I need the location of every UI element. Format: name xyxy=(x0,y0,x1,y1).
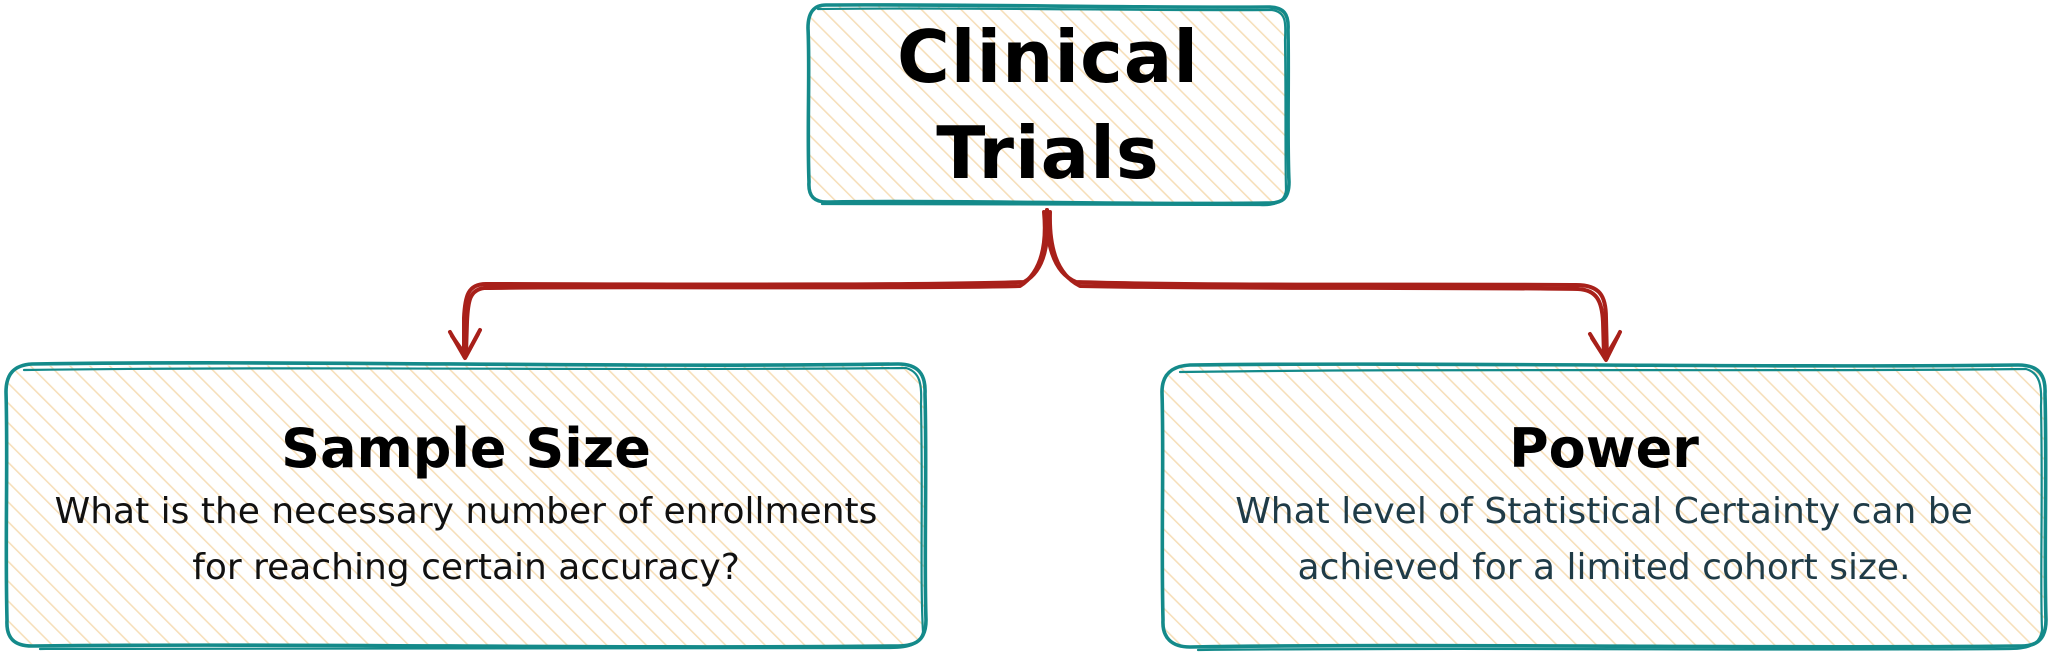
connector-to-sample-size xyxy=(448,208,1050,360)
connector-to-power xyxy=(1044,208,1622,362)
root-box xyxy=(806,3,1291,207)
root-node: Clinical Trials xyxy=(808,6,1288,204)
sample-size-node: Sample Size What is the necessary number… xyxy=(6,366,926,646)
sample-size-title: Sample Size xyxy=(281,417,651,480)
sample-size-description-line2: for reaching certain accuracy? xyxy=(192,547,740,588)
power-node: Power What level of Statistical Certaint… xyxy=(1162,366,2046,646)
root-title-line2: Trials xyxy=(936,111,1160,195)
sample-size-description: What is the necessary number of enrollme… xyxy=(55,484,878,596)
power-description-line1: What level of Statistical Certainty can … xyxy=(1235,491,1973,532)
sample-size-box xyxy=(4,361,928,651)
power-description: What level of Statistical Certainty can … xyxy=(1235,484,1973,596)
power-description-line2: achieved for a limited cohort size. xyxy=(1297,547,1911,588)
sample-size-description-line1: What is the necessary number of enrollme… xyxy=(54,491,878,532)
power-title: Power xyxy=(1509,417,1699,480)
power-box xyxy=(1160,362,2048,652)
root-title-line1: Clinical xyxy=(896,15,1200,99)
